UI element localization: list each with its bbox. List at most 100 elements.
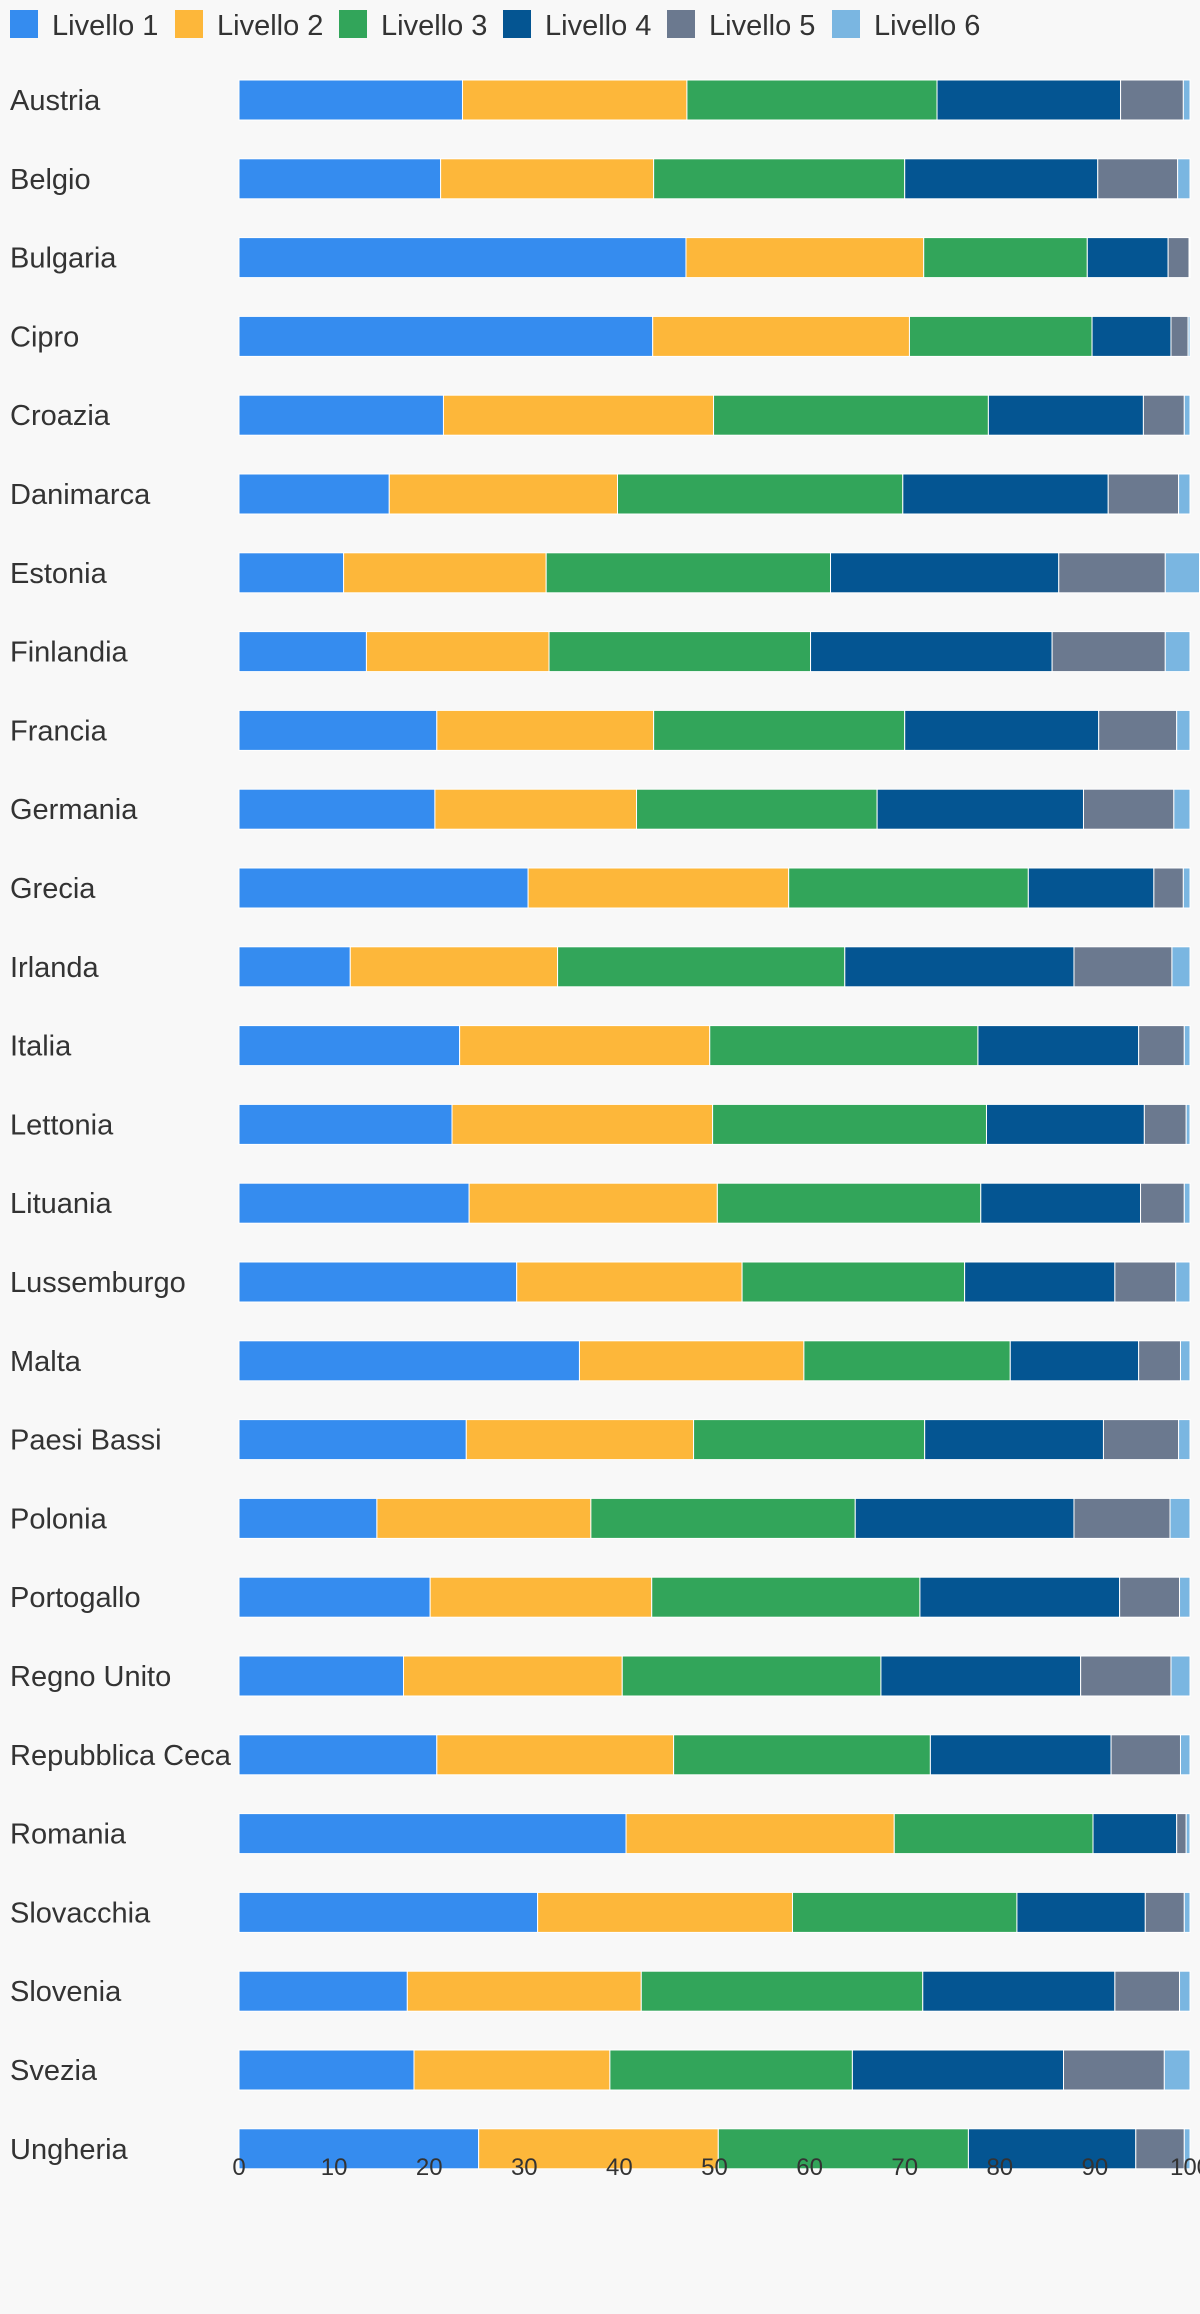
category-label: Lussemburgo (10, 1267, 186, 1299)
bar-segment-livello-6 (1187, 315, 1191, 357)
bar-segment-livello-5 (1140, 1182, 1185, 1224)
bar-segment-livello-3 (709, 1025, 979, 1067)
bar-segment-livello-2 (451, 1103, 714, 1145)
bar-segment-livello-4 (919, 1576, 1121, 1618)
bar-segment-livello-1 (238, 473, 390, 515)
category-label: Portogallo (10, 1582, 141, 1614)
category-label: Lituania (10, 1188, 112, 1220)
legend-swatch-1 (10, 10, 38, 38)
bar-segment-livello-1 (238, 709, 438, 751)
legend-label-5: Livello 5 (709, 10, 815, 42)
bar-segment-livello-2 (461, 79, 688, 121)
bar-segment-livello-2 (403, 1655, 623, 1697)
bar-segment-livello-3 (609, 2049, 853, 2091)
bar-segment-livello-5 (1143, 1103, 1187, 1145)
bar-segment-livello-2 (440, 158, 655, 200)
bar-segment-livello-4 (924, 1419, 1104, 1461)
bar-segment-livello-3 (803, 1340, 1011, 1382)
bar-segment-livello-3 (693, 1419, 926, 1461)
category-label: Estonia (10, 558, 108, 590)
x-tick-label: 50 (701, 2154, 728, 2181)
x-tick-label: 30 (511, 2154, 538, 2181)
bar-segment-livello-3 (686, 79, 938, 121)
category-label: Italia (10, 1031, 72, 1063)
category-label: Austria (10, 85, 101, 117)
bar-segment-livello-1 (238, 1261, 518, 1303)
bar-segment-livello-1 (238, 1419, 467, 1461)
bar-segment-livello-2 (406, 1970, 642, 2012)
bar-segment-livello-2 (429, 1576, 653, 1618)
bar-segment-livello-5 (1167, 237, 1190, 279)
bar-segment-livello-2 (442, 394, 715, 436)
bar-segment-livello-6 (1179, 1734, 1191, 1776)
bar-segment-livello-1 (238, 552, 345, 594)
bar-segment-livello-3 (616, 473, 904, 515)
bar-segment-livello-3 (923, 237, 1088, 279)
bar-segment-livello-1 (238, 946, 351, 988)
bar-segment-livello-5 (1097, 158, 1179, 200)
bar-segment-livello-1 (238, 1497, 378, 1539)
legend-swatch-6 (832, 10, 860, 38)
bar-segment-livello-4 (880, 1655, 1082, 1697)
bar-segment-livello-5 (1170, 315, 1189, 357)
category-label: Bulgaria (10, 243, 117, 275)
bar-segment-livello-1 (238, 788, 436, 830)
bar-segment-livello-3 (636, 788, 878, 830)
bar-segment-livello-3 (713, 394, 989, 436)
bar-segment-livello-5 (1114, 1261, 1177, 1303)
bar-segment-livello-1 (238, 1103, 453, 1145)
bar-segment-livello-1 (238, 1655, 405, 1697)
x-axis: 0 10 20 30 40 50 60 70 80 90 100 (232, 2154, 1200, 2181)
category-label: Malta (10, 1346, 82, 1378)
legend-swatch-4 (503, 10, 531, 38)
bar-segment-livello-5 (1098, 709, 1178, 751)
bar-segment-livello-6 (1178, 473, 1191, 515)
category-label: Danimarca (10, 479, 151, 511)
bar-segment-livello-2 (365, 631, 550, 673)
bar-segment-livello-2 (516, 1261, 743, 1303)
bar-segment-livello-1 (238, 1182, 470, 1224)
bar-segment-livello-5 (1058, 552, 1166, 594)
legend-swatch-5 (667, 10, 695, 38)
bar-segment-livello-2 (537, 1891, 793, 1933)
bar-segment-livello-4 (904, 158, 1099, 200)
bar-segment-livello-4 (1086, 237, 1169, 279)
bar-segment-livello-5 (1102, 1419, 1180, 1461)
bar-segment-livello-6 (1179, 1970, 1191, 2012)
bar-segment-livello-1 (238, 2049, 415, 2091)
category-label: Grecia (10, 873, 96, 905)
bar-segment-livello-3 (741, 1261, 966, 1303)
bar-segment-livello-2 (434, 788, 638, 830)
bar-segment-livello-6 (1179, 1340, 1191, 1382)
bar-segment-livello-3 (673, 1734, 931, 1776)
bar-segment-livello-5 (1080, 1655, 1172, 1697)
bar-segment-livello-1 (238, 1734, 438, 1776)
bars (238, 79, 1200, 2170)
bar-segment-livello-4 (987, 394, 1144, 436)
bar-segment-livello-4 (964, 1261, 1116, 1303)
category-label: Croazia (10, 400, 111, 432)
category-label: Paesi Bassi (10, 1425, 162, 1457)
x-tick-label: 70 (891, 2154, 918, 2181)
bar-segment-livello-5 (1110, 1734, 1181, 1776)
bar-segment-livello-3 (791, 1891, 1018, 1933)
bar-segment-livello-1 (238, 1340, 580, 1382)
bar-segment-livello-5 (1119, 1576, 1181, 1618)
category-label: Svezia (10, 2055, 98, 2087)
bar-segment-livello-6 (1173, 788, 1191, 830)
bar-segment-livello-4 (830, 552, 1060, 594)
bar-segment-livello-2 (625, 1813, 895, 1855)
x-tick-label: 60 (796, 2154, 823, 2181)
bar-segment-livello-2 (465, 1419, 695, 1461)
bar-segment-livello-4 (902, 473, 1109, 515)
legend-swatch-3 (339, 10, 367, 38)
bar-segment-livello-1 (238, 631, 367, 673)
bar-segment-livello-4 (854, 1497, 1075, 1539)
x-tick-label: 10 (321, 2154, 348, 2181)
bar-segment-livello-3 (788, 867, 1029, 909)
bar-segment-livello-2 (652, 315, 910, 357)
legend-label-6: Livello 6 (874, 10, 980, 42)
bar-segment-livello-4 (936, 79, 1122, 121)
bar-segment-livello-3 (893, 1813, 1094, 1855)
